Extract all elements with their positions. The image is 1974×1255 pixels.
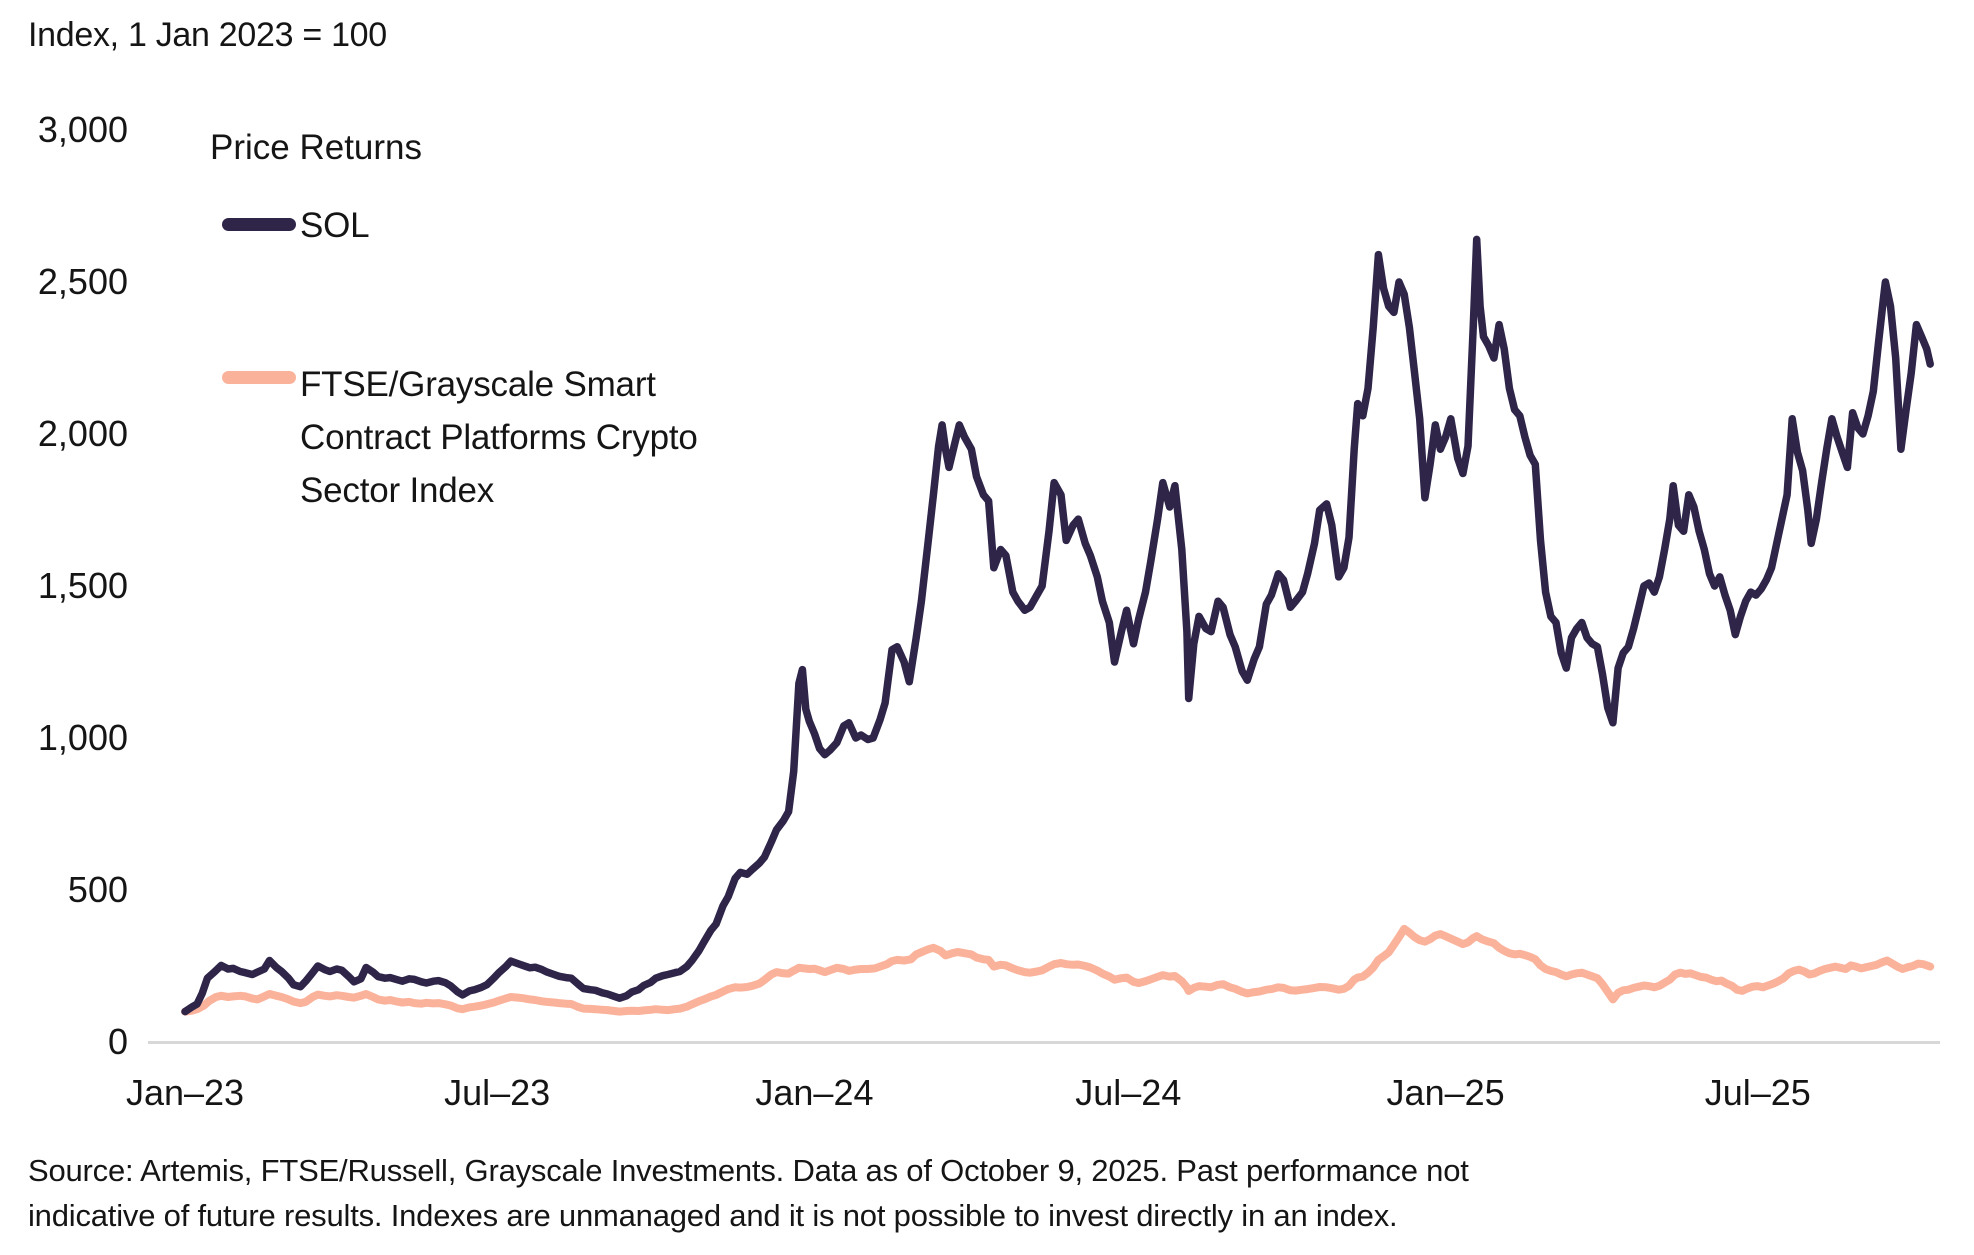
source-note-line1: Source: Artemis, FTSE/Russell, Grayscale… <box>28 1153 1469 1188</box>
source-note-line2: indicative of future results. Indexes ar… <box>28 1198 1398 1233</box>
x-axis-line <box>148 1041 1940 1044</box>
x-axis-tick-label: Jul–23 <box>444 1072 551 1113</box>
y-axis-tick-label: 1,000 <box>37 717 128 758</box>
x-axis-tick-label: Jan–25 <box>1386 1072 1505 1113</box>
y-axis-tick-label: 500 <box>67 869 128 910</box>
y-axis-tick-label: 3,000 <box>37 109 128 150</box>
chart-title: Index, 1 Jan 2023 = 100 <box>28 16 387 54</box>
source-note: Source: Artemis, FTSE/Russell, Grayscale… <box>28 1148 1469 1238</box>
sol-line <box>181 235 1934 1016</box>
y-axis-tick-label: 1,500 <box>37 565 128 606</box>
x-axis-tick-label: Jan–24 <box>755 1072 874 1113</box>
ftse-index-line <box>181 924 1935 1016</box>
x-axis-tick-label: Jan–23 <box>125 1072 245 1113</box>
x-axis-tick-label: Jul–24 <box>1075 1072 1182 1113</box>
x-axis-tick-label: Jul–25 <box>1704 1072 1811 1113</box>
y-axis-tick-label: 2,500 <box>37 261 128 302</box>
y-axis-tick-label: 0 <box>107 1021 128 1062</box>
y-axis-tick-label: 2,000 <box>37 413 128 454</box>
